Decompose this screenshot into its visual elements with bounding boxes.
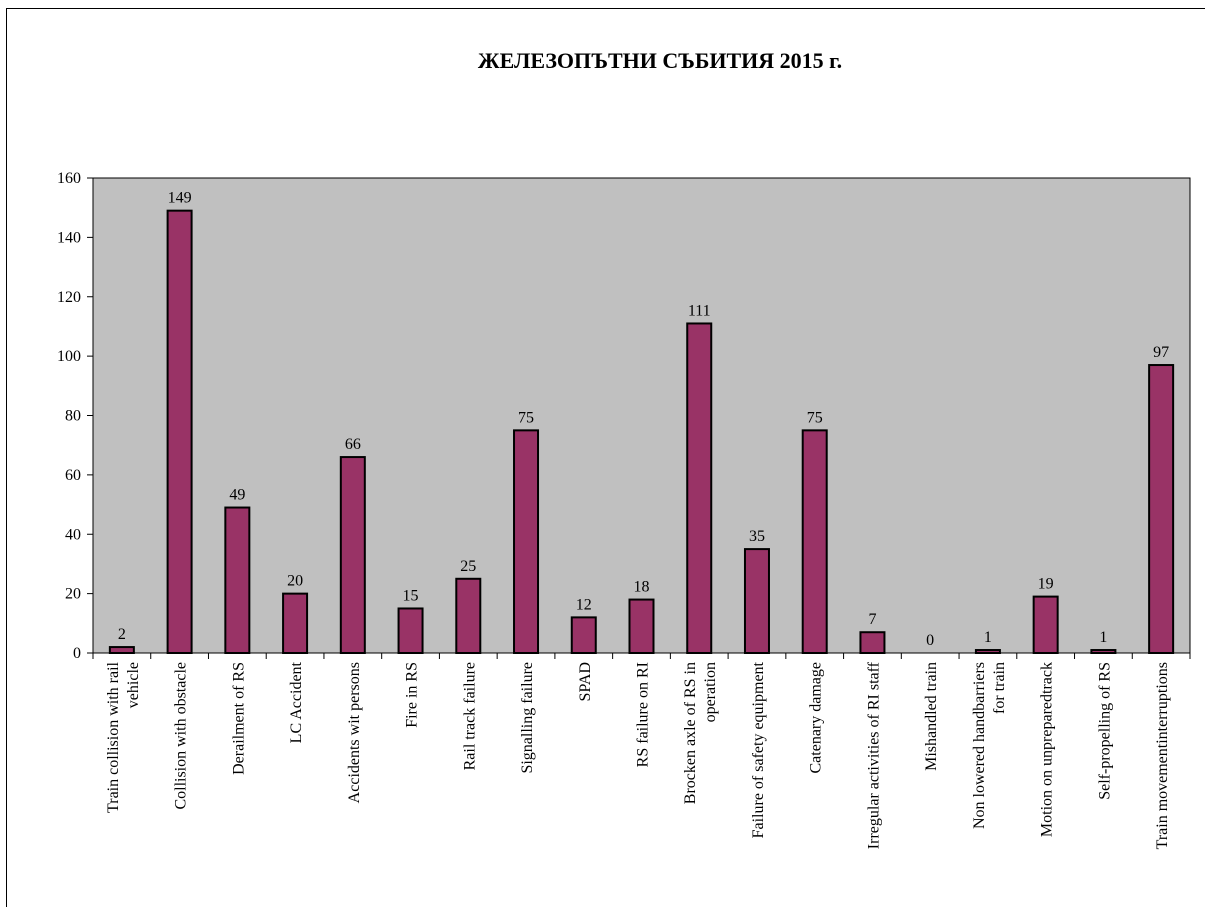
data-label: 97 xyxy=(1153,344,1169,361)
category-label: SPAD xyxy=(577,662,594,701)
category-label: Signalling failure xyxy=(519,662,536,774)
data-label: 25 xyxy=(460,558,476,575)
category-label: Train collision with rail vehicle xyxy=(105,661,142,813)
data-label: 15 xyxy=(403,587,419,604)
category-label-line: Train collision with rail xyxy=(105,661,122,813)
bar xyxy=(859,631,886,654)
chart-frame xyxy=(6,8,1205,907)
data-label: 75 xyxy=(807,409,823,426)
y-tick-label: 140 xyxy=(57,229,81,246)
bar xyxy=(166,209,193,654)
category-label: Failure of safety equipment xyxy=(750,661,767,838)
data-label: 66 xyxy=(345,436,361,453)
bar xyxy=(108,646,135,654)
bar xyxy=(397,607,424,654)
bar xyxy=(455,577,482,654)
category-label: Motion on unpreparedtrack xyxy=(1039,662,1056,837)
category-label: Accidents wit persons xyxy=(346,662,363,803)
category-label-line: SPAD xyxy=(577,662,594,701)
chart-title: ЖЕЛЕЗОПЪТНИ СЪБИТИЯ 2015 г. xyxy=(477,48,843,73)
category-label-line: Catenary damage xyxy=(808,662,825,774)
y-tick-label: 40 xyxy=(65,526,81,543)
bar xyxy=(282,592,309,654)
bar xyxy=(628,598,655,654)
data-label: 49 xyxy=(229,487,245,504)
category-label-line: LC Accident xyxy=(288,661,305,743)
category-label-line: Failure of safety equipment xyxy=(750,661,767,838)
category-label: Irregular activities of RI staff xyxy=(865,661,882,849)
category-label-line: Signalling failure xyxy=(519,662,536,774)
category-label-line: Derailment of RS xyxy=(230,662,247,775)
bar xyxy=(224,506,251,654)
category-label-line: Non lowered handbarriers xyxy=(971,662,988,829)
category-label-line: Mishandled train xyxy=(923,662,940,771)
category-label: Catenary damage xyxy=(808,662,825,774)
category-label-line: RS failure on RI xyxy=(635,662,652,767)
category-label: Self-propelling of RS xyxy=(1096,662,1113,800)
category-label-line: Accidents wit persons xyxy=(346,662,363,803)
data-label: 149 xyxy=(168,190,192,207)
data-label: 35 xyxy=(749,528,765,545)
data-label: 20 xyxy=(287,573,303,590)
category-label: Train movementinterruptions xyxy=(1154,662,1171,849)
category-label-line: Irregular activities of RI staff xyxy=(865,661,882,849)
y-tick-label: 100 xyxy=(57,348,81,365)
category-label-line: Brocken axle of RS in xyxy=(682,662,699,804)
category-label-line: vehicle xyxy=(125,662,142,708)
category-label-line: Train movementinterruptions xyxy=(1154,662,1171,849)
bar xyxy=(974,649,1001,654)
y-tick-label: 60 xyxy=(65,467,81,484)
y-tick-label: 120 xyxy=(57,289,81,306)
y-tick-label: 0 xyxy=(73,645,81,662)
data-label: 12 xyxy=(576,596,592,613)
plot-area xyxy=(92,177,1191,654)
bar xyxy=(686,322,713,654)
bar xyxy=(1148,364,1175,654)
category-label-line: for train xyxy=(991,662,1008,714)
data-label: 7 xyxy=(868,611,876,628)
category-label: Fire in RS xyxy=(404,662,421,728)
data-label: 2 xyxy=(118,626,126,643)
data-label: 18 xyxy=(634,579,650,596)
data-label: 1 xyxy=(1099,629,1107,646)
bar xyxy=(801,429,828,654)
data-label: 75 xyxy=(518,409,534,426)
bar xyxy=(1032,595,1059,654)
category-label: RS failure on RI xyxy=(635,662,652,767)
y-tick-label: 80 xyxy=(65,408,81,425)
bar xyxy=(570,616,597,654)
bar xyxy=(339,456,366,654)
category-label: Non lowered handbarriers for train xyxy=(971,662,1008,829)
bar xyxy=(513,429,540,654)
category-label-line: Collision with obstacle xyxy=(173,662,190,810)
data-label: 0 xyxy=(926,632,934,649)
category-label-line: Rail track failure xyxy=(461,662,478,770)
y-tick-label: 20 xyxy=(65,586,81,603)
category-label-line: Self-propelling of RS xyxy=(1096,662,1113,800)
category-label: LC Accident xyxy=(288,661,305,743)
category-label-line: operation xyxy=(702,662,719,722)
category-label: Brocken axle of RS in operation xyxy=(682,662,719,804)
category-label: Derailment of RS xyxy=(230,662,247,775)
category-label-line: Fire in RS xyxy=(404,662,421,728)
category-label-line: Motion on unpreparedtrack xyxy=(1039,662,1056,837)
category-label: Collision with obstacle xyxy=(173,662,190,810)
data-label: 19 xyxy=(1038,576,1054,593)
category-label: Mishandled train xyxy=(923,662,940,771)
data-label: 1 xyxy=(984,629,992,646)
y-tick-label: 160 xyxy=(57,170,81,187)
bar xyxy=(1090,649,1117,654)
category-label: Rail track failure xyxy=(461,662,478,770)
bar xyxy=(743,548,770,654)
data-label: 111 xyxy=(688,302,711,319)
